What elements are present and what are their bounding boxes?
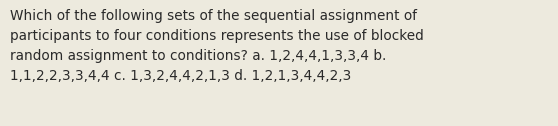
Text: Which of the following sets of the sequential assignment of
participants to four: Which of the following sets of the seque… xyxy=(10,9,424,83)
